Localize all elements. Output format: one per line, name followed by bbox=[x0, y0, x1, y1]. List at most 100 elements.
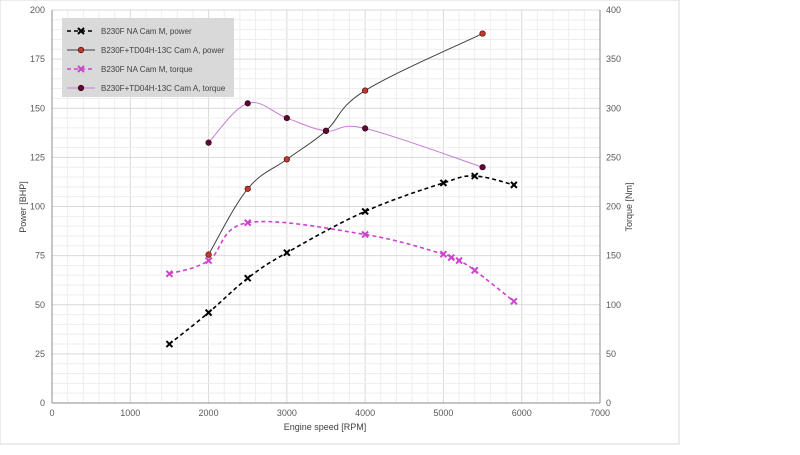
data-point-circle-marker bbox=[205, 251, 212, 258]
data-point-circle-marker bbox=[322, 127, 330, 134]
series-line bbox=[169, 220, 515, 302]
data-point-circle-marker bbox=[283, 156, 290, 163]
marker-stroke bbox=[447, 253, 455, 262]
data-point-x-marker bbox=[204, 256, 213, 265]
data-point-x-marker bbox=[77, 27, 85, 35]
data-point-x-marker bbox=[471, 172, 479, 180]
data-point-circle-marker bbox=[362, 125, 369, 132]
series-3 bbox=[205, 100, 486, 171]
y-tick-label: 25 bbox=[35, 349, 45, 359]
marker-stroke bbox=[165, 270, 174, 278]
legend-entry: B230F+TD04H-13C Cam A, torque bbox=[67, 84, 226, 93]
data-point-x-marker bbox=[165, 270, 174, 278]
y-tick-label: 100 bbox=[30, 202, 45, 212]
x-tick-label: 1000 bbox=[120, 408, 140, 418]
y2-axis-title: Torque [Nm] bbox=[624, 182, 634, 231]
data-point-x-marker bbox=[204, 308, 213, 317]
y-tick-label: 75 bbox=[35, 251, 45, 261]
legend: B230F NA Cam M, power B230F+TD04H-13C Cam… bbox=[62, 18, 234, 97]
legend-label: B230F+TD04H-13C Cam A, power bbox=[101, 46, 225, 55]
y-tick-label: 50 bbox=[35, 300, 45, 310]
y2-tick-label: 150 bbox=[606, 251, 621, 261]
data-point-circle-marker bbox=[362, 87, 369, 94]
y-axis-title: Power [BHP] bbox=[18, 181, 28, 233]
x-tick-label: 0 bbox=[49, 408, 54, 418]
y-tick-label: 0 bbox=[40, 398, 45, 408]
data-point-x-marker bbox=[510, 181, 518, 189]
data-point-circle-marker bbox=[283, 114, 290, 122]
data-point-x-marker bbox=[361, 207, 369, 216]
y2-tick-label: 400 bbox=[606, 5, 621, 15]
y-tick-label: 200 bbox=[30, 5, 45, 15]
marker-stroke bbox=[471, 266, 479, 275]
marker-stroke bbox=[471, 172, 479, 180]
data-point-x-marker bbox=[244, 274, 252, 282]
marker-stroke bbox=[204, 256, 213, 265]
legend-entry: B230F NA Cam M, power bbox=[67, 27, 192, 36]
y2-tick-label: 350 bbox=[606, 54, 621, 64]
x-tick-label: 3000 bbox=[277, 408, 297, 418]
marker-stroke bbox=[510, 181, 518, 189]
marker-stroke bbox=[361, 230, 369, 239]
y-tick-label: 175 bbox=[30, 54, 45, 64]
marker-stroke bbox=[439, 179, 448, 187]
legend-label: B230F+TD04H-13C Cam A, torque bbox=[101, 84, 226, 93]
data-point-circle-marker bbox=[244, 185, 251, 192]
data-point-x-marker bbox=[455, 256, 463, 265]
axes bbox=[51, 10, 601, 404]
series-0 bbox=[165, 172, 518, 348]
y2-tick-label: 50 bbox=[606, 349, 616, 359]
marker-stroke bbox=[204, 308, 213, 317]
marker-stroke bbox=[361, 207, 369, 216]
data-point-circle-marker bbox=[479, 164, 486, 171]
marker-stroke bbox=[77, 65, 85, 73]
data-point-x-marker bbox=[510, 297, 518, 306]
y-tick-label: 125 bbox=[30, 152, 45, 162]
x-tick-label: 4000 bbox=[355, 408, 375, 418]
marker-stroke bbox=[165, 340, 174, 348]
legend-label: B230F NA Cam M, power bbox=[101, 27, 192, 36]
data-point-x-marker bbox=[447, 253, 455, 262]
marker-stroke bbox=[283, 248, 291, 257]
y2-tick-label: 0 bbox=[606, 398, 611, 408]
data-point-circle-marker bbox=[479, 30, 486, 37]
data-point-x-marker bbox=[361, 230, 369, 239]
series bbox=[165, 30, 518, 348]
x-axis-title: Engine speed [RPM] bbox=[284, 422, 367, 432]
x-tick-label: 6000 bbox=[512, 408, 532, 418]
y-tick-label: 150 bbox=[30, 103, 45, 113]
series-line bbox=[208, 33, 483, 255]
y2-tick-label: 300 bbox=[606, 103, 621, 113]
data-point-circle-marker bbox=[77, 84, 85, 92]
data-point-x-marker bbox=[77, 65, 85, 73]
marker-stroke bbox=[77, 27, 85, 35]
y2-tick-label: 200 bbox=[606, 202, 621, 212]
marker-stroke bbox=[244, 274, 252, 282]
tick-labels: 0 1000 2000 3000 4000 5000 6000 700002550751001… bbox=[30, 5, 621, 418]
y2-tick-label: 250 bbox=[606, 152, 621, 162]
series-line bbox=[168, 175, 515, 345]
marker-stroke bbox=[439, 250, 448, 258]
marker-stroke bbox=[244, 219, 252, 227]
legend-label: B230F NA Cam M, torque bbox=[101, 65, 193, 74]
marker-stroke bbox=[455, 256, 463, 265]
data-point-circle-marker bbox=[77, 46, 85, 54]
legend-entry: B230F NA Cam M, torque bbox=[67, 65, 193, 74]
series-2 bbox=[165, 219, 518, 306]
data-point-x-marker bbox=[439, 179, 448, 187]
x-tick-label: 2000 bbox=[199, 408, 219, 418]
x-tick-label: 7000 bbox=[590, 408, 610, 418]
data-point-x-marker bbox=[283, 248, 291, 257]
y2-tick-label: 100 bbox=[606, 300, 621, 310]
data-point-circle-marker bbox=[244, 100, 251, 107]
legend-entry: B230F+TD04H-13C Cam A, power bbox=[67, 46, 225, 55]
x-tick-label: 5000 bbox=[433, 408, 453, 418]
marker-stroke bbox=[510, 297, 518, 306]
data-point-x-marker bbox=[165, 340, 174, 348]
data-point-x-marker bbox=[471, 266, 479, 275]
data-point-circle-marker bbox=[205, 139, 212, 146]
data-point-x-marker bbox=[439, 250, 448, 258]
data-point-x-marker bbox=[244, 219, 252, 227]
